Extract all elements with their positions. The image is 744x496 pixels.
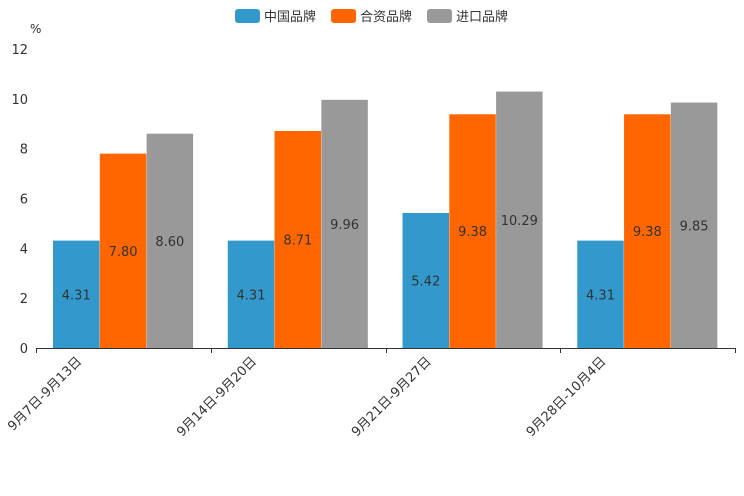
data-label: 10.29 [501, 214, 538, 229]
bar-3-4 [670, 102, 718, 348]
legend-label: 进口品牌 [456, 9, 508, 25]
bar-2-1 [99, 153, 147, 348]
y-tick-label: 10 [11, 93, 28, 108]
bar-1-1 [53, 240, 100, 348]
data-label: 5.42 [411, 274, 440, 289]
x-tick-label: 9月28日-10月4日 [524, 354, 610, 440]
data-label: 9.38 [458, 225, 487, 240]
y-tick-label: 6 [20, 193, 28, 208]
y-tick-label: 8 [20, 143, 28, 158]
bar-3-2 [321, 99, 368, 348]
x-axis: 9月7日-9月13日 9月14日-9月20日 9月21日-9月27日 9月28日-10… [5, 348, 736, 440]
legend: 中国品牌 合资品牌 进口品牌 [235, 9, 508, 25]
data-label: 4.31 [62, 288, 91, 303]
bar-2-4 [624, 114, 671, 348]
y-tick-label: 12 [11, 43, 28, 58]
y-axis-unit: % [30, 22, 41, 36]
data-label: 4.31 [237, 288, 266, 303]
data-label: 9.96 [330, 218, 359, 233]
data-label: 9.38 [633, 225, 662, 240]
legend-swatch [331, 9, 356, 23]
legend-swatch [427, 9, 452, 23]
x-tick-label: 9月7日-9月13日 [5, 354, 85, 434]
data-labels: 4.31 7.80 8.60 4.31 8.71 9.96 5.42 9.38 10.29 4.3… [62, 214, 709, 304]
legend-swatch [235, 9, 260, 23]
bar-2-2 [274, 130, 322, 348]
data-label: 9.85 [680, 219, 709, 234]
y-axis: 0 2 4 6 8 10 12 [11, 43, 28, 357]
bar-1-2 [227, 240, 275, 348]
bar-1-4 [577, 240, 624, 348]
x-tick-label: 9月14日-9月20日 [174, 354, 260, 440]
legend-item-1[interactable]: 中国品牌 [235, 9, 316, 25]
data-label: 8.71 [283, 233, 312, 248]
y-tick-label: 2 [20, 292, 28, 307]
bars [53, 91, 718, 349]
data-label: 7.80 [109, 245, 138, 260]
y-tick-label: 0 [20, 342, 28, 357]
legend-label: 合资品牌 [360, 9, 412, 25]
legend-item-2[interactable]: 合资品牌 [331, 9, 412, 25]
bar-2-3 [449, 114, 496, 348]
bar-1-3 [402, 212, 449, 348]
y-tick-label: 4 [20, 242, 28, 257]
data-label: 8.60 [155, 235, 184, 250]
x-tick-label: 9月21日-9月27日 [349, 354, 435, 440]
legend-label: 中国品牌 [264, 9, 316, 25]
bar-3-1 [146, 133, 194, 348]
bar-3-3 [496, 91, 543, 349]
legend-item-3[interactable]: 进口品牌 [427, 9, 508, 25]
data-label: 4.31 [586, 288, 615, 303]
